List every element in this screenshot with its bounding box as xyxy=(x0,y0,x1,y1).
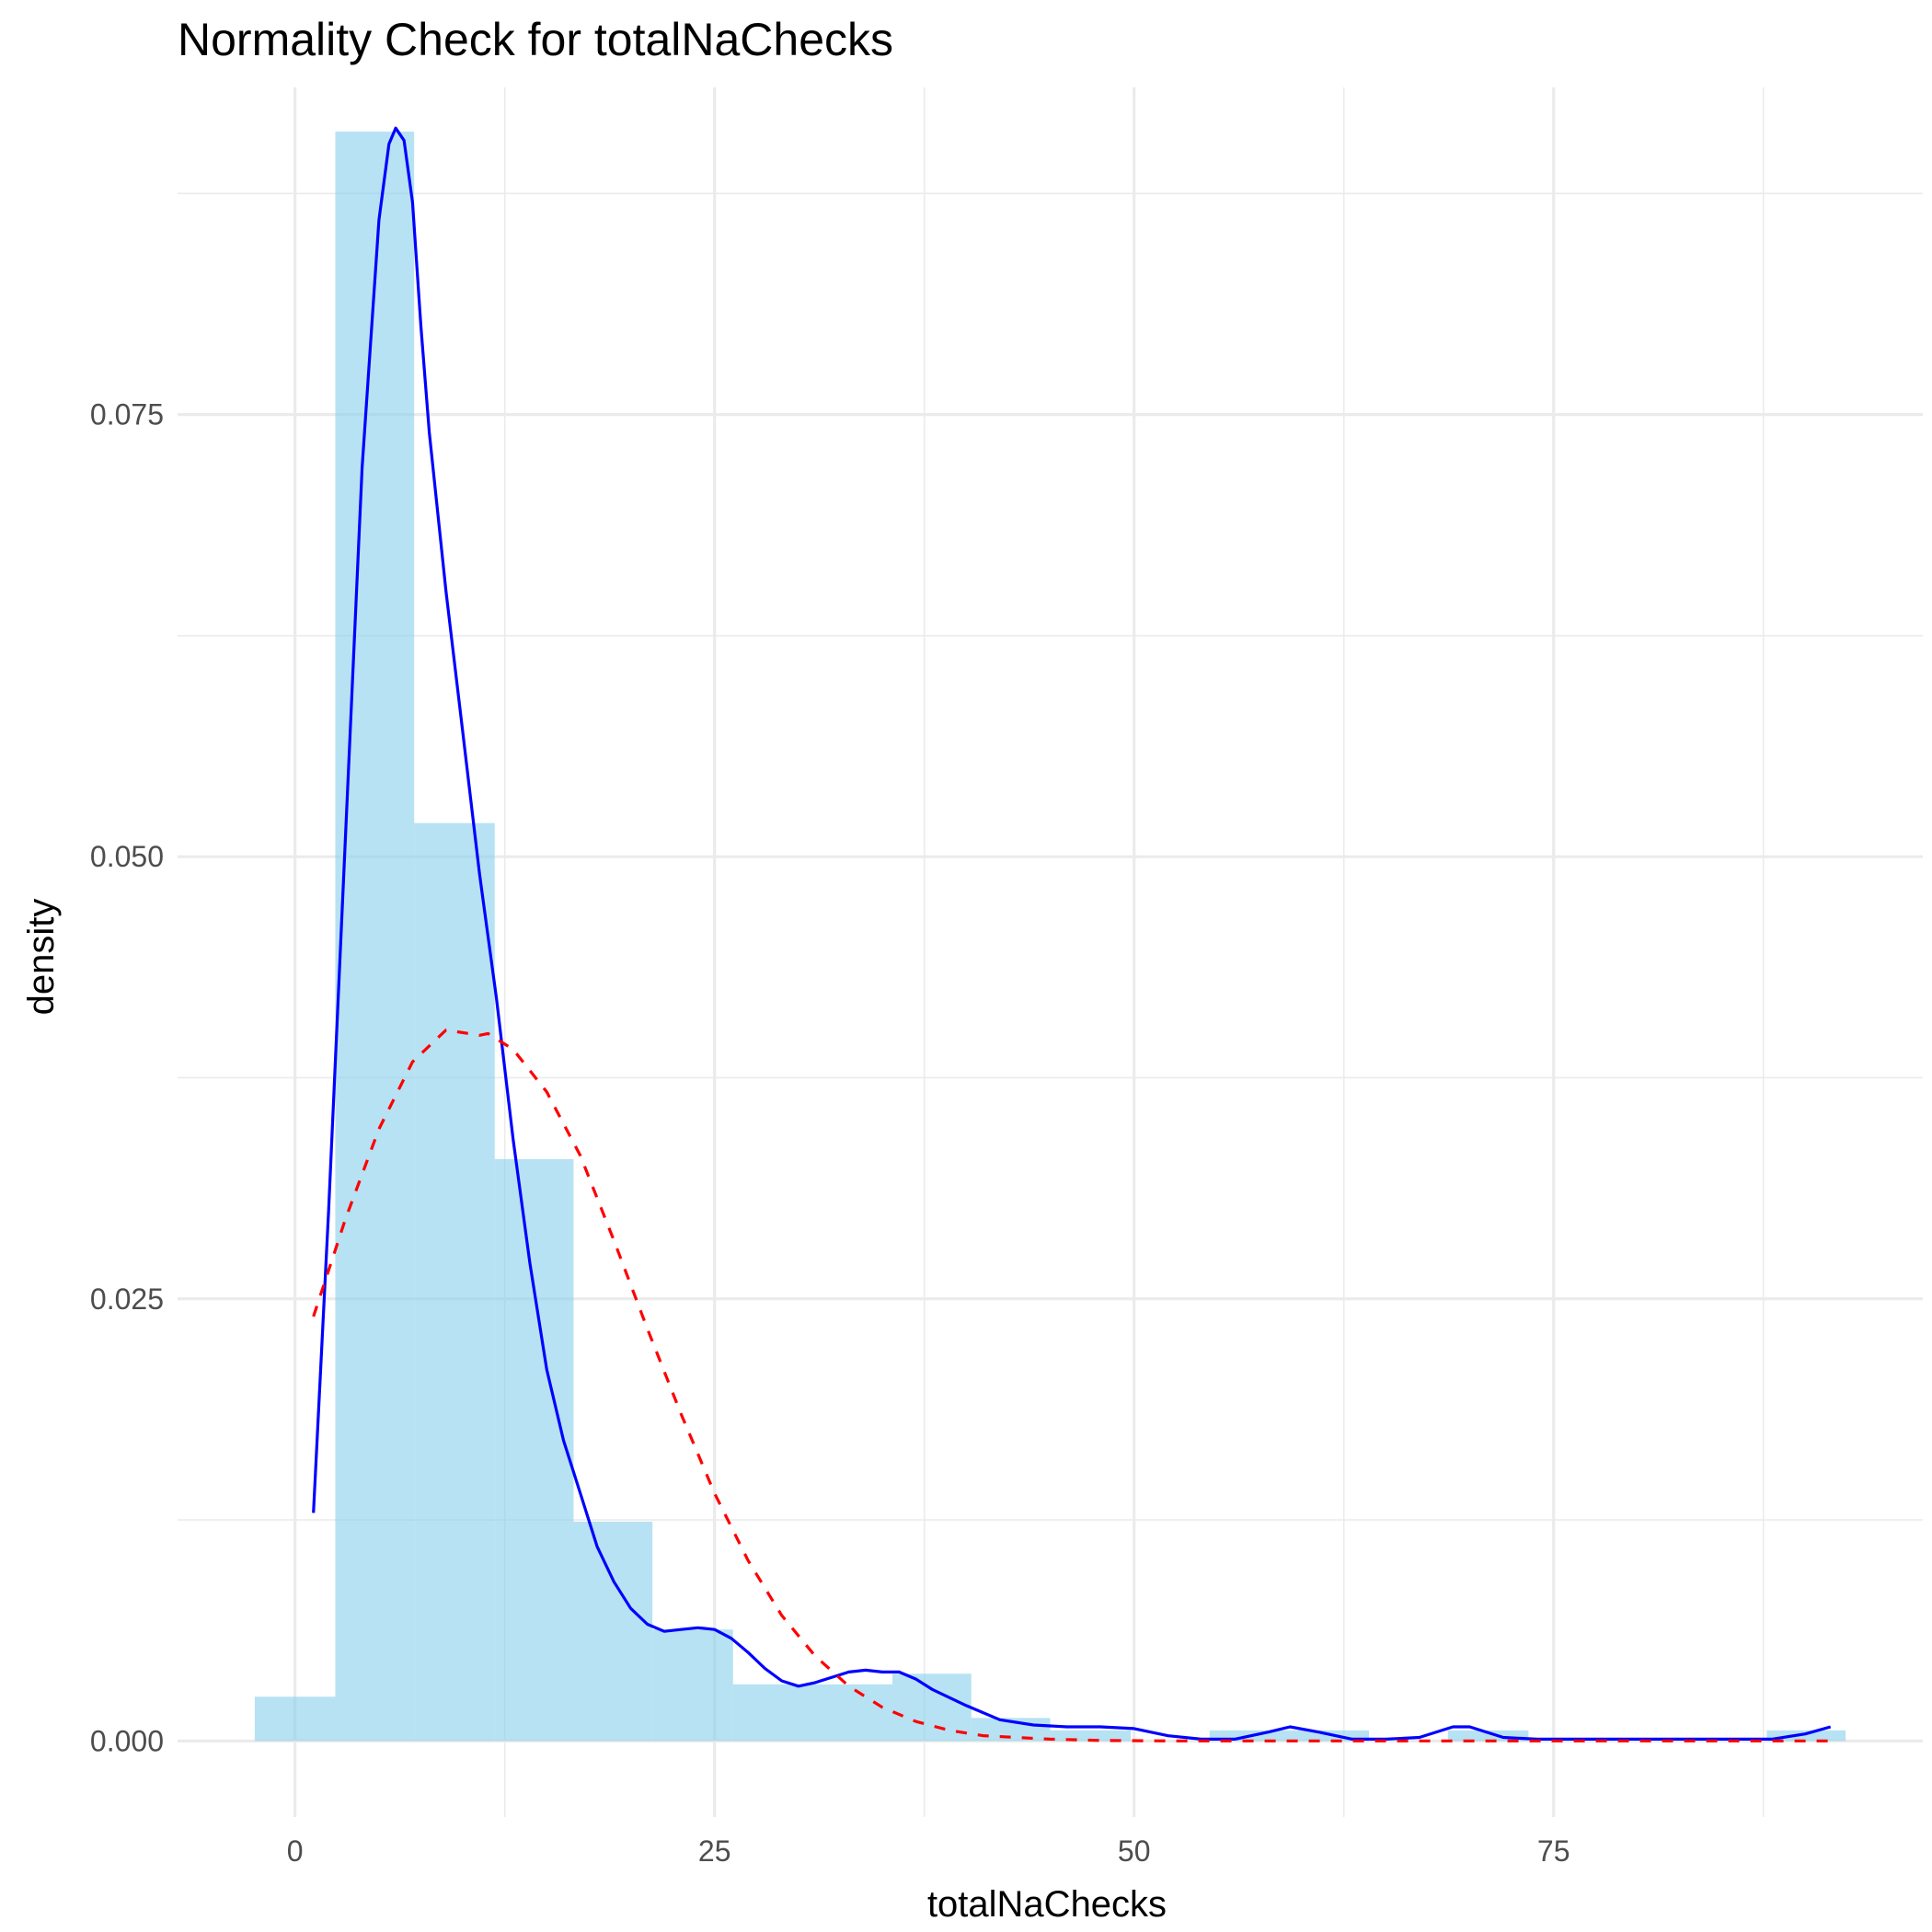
x-tick-label: 50 xyxy=(1118,1834,1151,1868)
x-axis-label: totalNaChecks xyxy=(927,1884,1167,1925)
y-tick-label: 0.000 xyxy=(90,1724,164,1757)
histogram-bar xyxy=(811,1684,893,1742)
density-curves xyxy=(312,126,1832,1742)
y-axis-ticks: 0.000 0.025 0.050 0.075 xyxy=(90,398,164,1758)
chart-title: Normality Check for totalNaChecks xyxy=(178,14,893,65)
normal-fit-curve xyxy=(312,1029,1831,1742)
histogram-bar xyxy=(732,1684,812,1742)
histogram-bar xyxy=(335,132,415,1742)
y-tick-label: 0.050 xyxy=(90,840,164,873)
y-axis-label: density xyxy=(21,899,62,1016)
histogram-bar xyxy=(892,1673,972,1742)
y-tick-label: 0.075 xyxy=(90,398,164,431)
x-tick-label: 0 xyxy=(287,1834,304,1868)
kernel-density-curve xyxy=(312,126,1832,1741)
histogram-bars xyxy=(254,132,1846,1742)
histogram-bar xyxy=(652,1629,733,1742)
x-tick-label: 25 xyxy=(698,1834,731,1868)
histogram-bar xyxy=(573,1521,653,1742)
x-axis-ticks: 0 25 50 75 xyxy=(287,1834,1570,1868)
histogram-bar xyxy=(1766,1730,1846,1742)
y-tick-label: 0.025 xyxy=(90,1282,164,1316)
histogram-bar xyxy=(1050,1730,1132,1742)
histogram-bar xyxy=(494,1158,574,1742)
histogram-bar xyxy=(414,822,495,1742)
x-tick-label: 75 xyxy=(1537,1834,1570,1868)
histogram-bar xyxy=(254,1696,336,1742)
histogram-bar xyxy=(1447,1730,1529,1742)
